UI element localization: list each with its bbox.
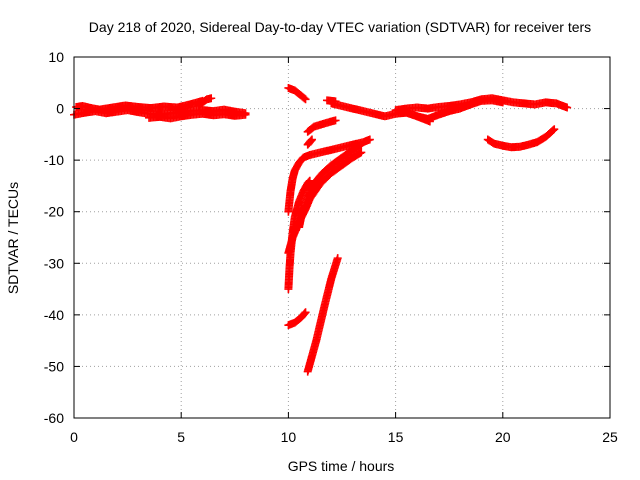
data-point — [301, 308, 310, 317]
y-tick-label: -40 — [44, 307, 64, 323]
x-tick-label: 0 — [70, 429, 78, 445]
data-point — [305, 176, 314, 185]
y-tick-label: -60 — [44, 410, 64, 426]
y-tick-label: -10 — [44, 152, 64, 168]
data-point — [357, 148, 366, 157]
data-point — [307, 135, 316, 144]
series-arc-11 — [284, 308, 310, 330]
plot-border — [73, 56, 611, 419]
series-arc-2 — [72, 96, 207, 114]
x-tick-label: 5 — [177, 429, 185, 445]
y-tick-label: -20 — [44, 204, 64, 220]
data-point — [300, 309, 309, 318]
x-axis-label: GPS time / hours — [288, 458, 395, 474]
y-axis-ticks: -60 -50 -40 -30 -20 -10 0 10 — [44, 49, 610, 426]
series-arc-5 — [284, 83, 310, 104]
series-arc-4 — [194, 94, 216, 110]
series-arc-17 — [413, 112, 434, 126]
data-point — [365, 135, 374, 144]
data-point — [300, 94, 309, 103]
chart-title: Day 218 of 2020, Sidereal Day-to-day VTE… — [89, 19, 591, 35]
y-tick-label: 10 — [48, 49, 64, 65]
y-tick-label: 0 — [56, 101, 64, 117]
plot-frame — [73, 56, 611, 419]
series-arc-10 — [303, 254, 342, 376]
data-point — [550, 125, 559, 134]
x-axis-ticks: 0 5 10 15 20 25 — [70, 57, 618, 445]
data-points — [70, 83, 572, 376]
y-axis-label: SDTVAR / TECUs — [5, 182, 21, 294]
series-arc-13 — [303, 135, 316, 149]
data-point — [425, 117, 434, 126]
data-point — [357, 140, 366, 149]
data-point — [331, 116, 340, 125]
data-point — [207, 94, 216, 103]
series-arc-16 — [391, 94, 572, 115]
data-point — [563, 103, 572, 112]
x-tick-label: 25 — [602, 429, 618, 445]
data-point — [301, 95, 310, 104]
y-tick-label: -30 — [44, 255, 64, 271]
series-arc-3 — [145, 109, 250, 123]
series-arc-18 — [483, 125, 559, 152]
series-arc-9 — [284, 148, 366, 257]
y-tick-label: -50 — [44, 358, 64, 374]
x-tick-label: 20 — [495, 429, 511, 445]
series-arc-12 — [303, 116, 340, 136]
data-point — [241, 110, 250, 119]
x-tick-label: 15 — [388, 429, 404, 445]
data-point — [333, 254, 342, 263]
data-point — [549, 126, 558, 135]
x-tick-label: 10 — [281, 429, 297, 445]
